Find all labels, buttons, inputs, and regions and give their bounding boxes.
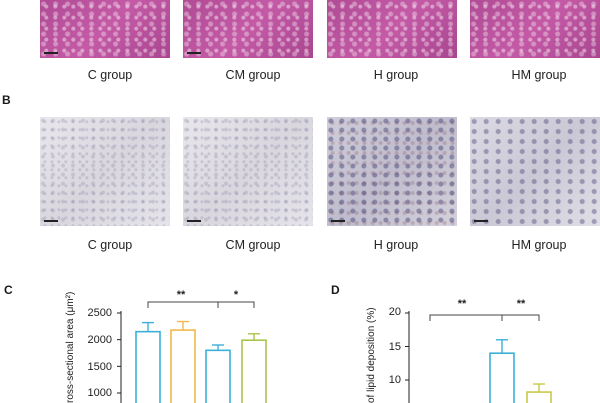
micrograph-a-h xyxy=(327,0,457,58)
tick-c-2: 1500 xyxy=(87,361,112,373)
scale-bar xyxy=(44,220,58,222)
tick-d-2: 10 xyxy=(388,374,401,386)
significance-d-1: ** xyxy=(457,298,467,310)
caption-b-c: C group xyxy=(87,238,133,252)
bar-hm-group xyxy=(241,339,267,403)
bar-h-group xyxy=(205,349,231,403)
scale-bar xyxy=(331,220,345,222)
scale-bar xyxy=(44,52,58,54)
significance-bracket xyxy=(217,301,255,308)
micrograph-a-cm xyxy=(183,0,313,58)
panel-letter-c: C xyxy=(4,283,13,297)
micrograph-a-hm xyxy=(470,0,600,58)
tick-d-0: 20 xyxy=(388,306,401,318)
caption-b-h: H group xyxy=(373,238,419,252)
tick-c-3: 1000 xyxy=(87,387,112,399)
tick-c-1: 2000 xyxy=(87,334,112,346)
micrograph-b-hm xyxy=(470,117,600,226)
panel-letter-d: D xyxy=(331,283,340,297)
y-axis-label-d: of lipid deposition (%) xyxy=(366,307,377,403)
caption-b-cm: CM group xyxy=(225,238,281,252)
scale-bar xyxy=(187,52,201,54)
significance-d-2: ** xyxy=(516,298,526,310)
bar-cm-group xyxy=(170,329,196,403)
micrograph-b-c xyxy=(40,117,170,226)
significance-c-1: ** xyxy=(176,289,186,301)
caption-b-hm: HM group xyxy=(511,238,567,252)
panel-letter-b: B xyxy=(2,93,11,107)
significance-bracket xyxy=(147,301,219,308)
scale-bar xyxy=(474,220,488,222)
tick-c-0: 2500 xyxy=(87,307,112,319)
tick-d-1: 15 xyxy=(388,341,401,353)
bar-c-group xyxy=(135,330,161,403)
scale-bar xyxy=(187,220,201,222)
significance-c-2: * xyxy=(233,289,239,301)
micrograph-a-c xyxy=(40,0,170,58)
micrograph-b-h xyxy=(327,117,457,226)
caption-a-c: C group xyxy=(87,68,133,82)
caption-a-h: H group xyxy=(373,68,419,82)
caption-a-hm: HM group xyxy=(511,68,567,82)
micrograph-b-cm xyxy=(183,117,313,226)
caption-a-cm: CM group xyxy=(225,68,281,82)
